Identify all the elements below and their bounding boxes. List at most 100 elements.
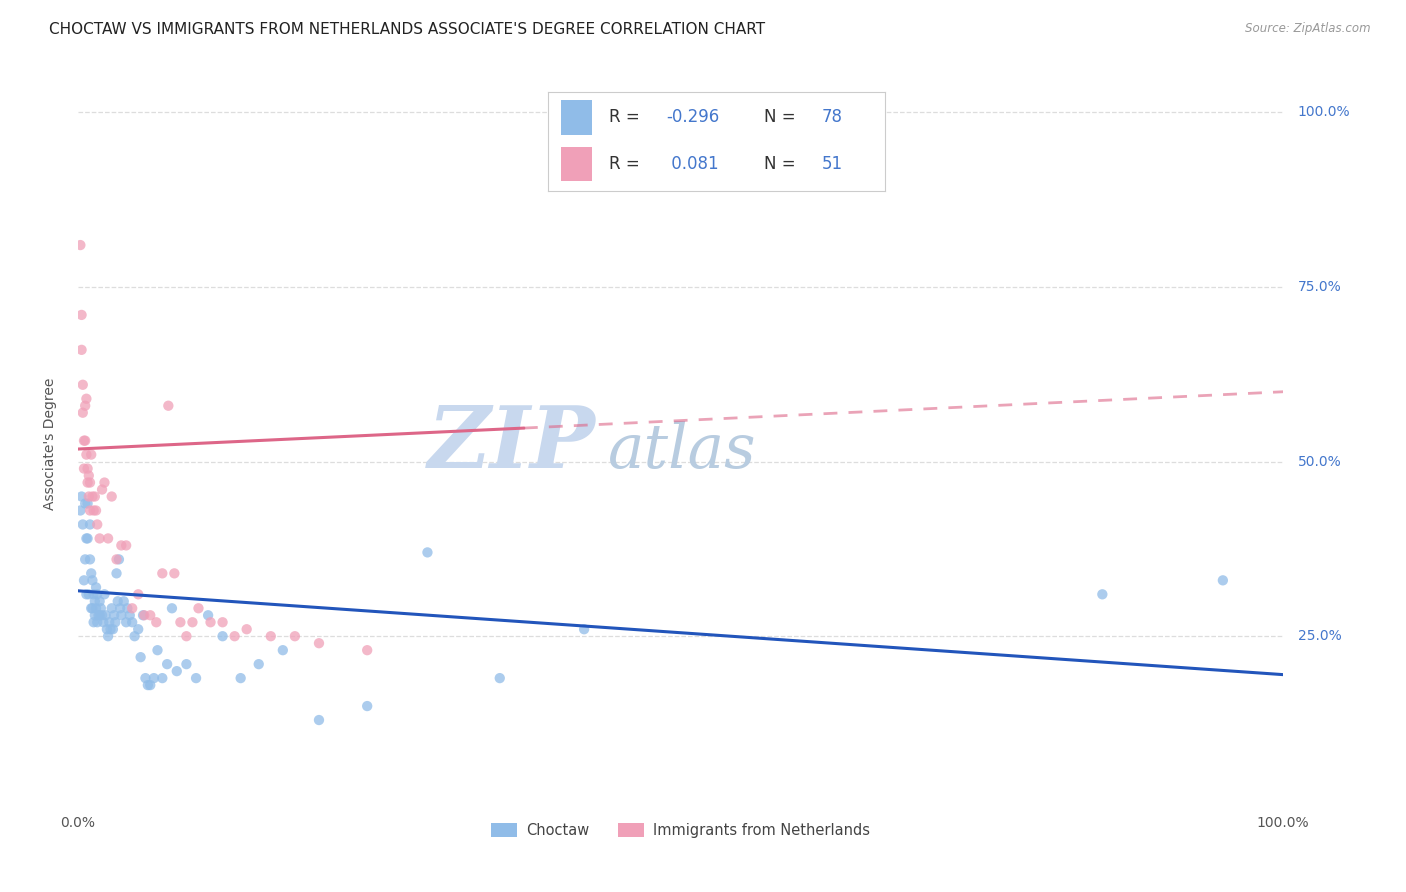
Text: 100.0%: 100.0% (1298, 105, 1350, 120)
Point (101, 622, 124, 636)
Point (75, 552, 97, 566)
Point (115, 538, 138, 552)
Point (134, 608, 156, 623)
Point (80, 566, 103, 581)
Point (110, 538, 132, 552)
Point (145, 615, 167, 630)
Point (97, 629, 120, 643)
Point (76, 496, 98, 510)
Point (247, 657, 270, 672)
Point (91, 483, 114, 497)
Point (308, 636, 330, 650)
Point (150, 566, 173, 581)
Point (127, 587, 149, 601)
Text: ZIP: ZIP (429, 402, 596, 486)
Point (82, 601, 104, 615)
Point (77, 587, 100, 601)
Point (73, 434, 96, 448)
Point (75, 392, 97, 406)
Point (83, 608, 105, 623)
Point (90, 601, 112, 615)
Point (121, 615, 143, 630)
Point (75, 587, 97, 601)
Point (83, 587, 105, 601)
Point (76, 461, 98, 475)
Point (93, 587, 115, 601)
Point (181, 615, 204, 630)
Point (83, 503, 105, 517)
Point (83, 615, 105, 630)
Point (134, 671, 156, 685)
Point (76, 532, 98, 546)
Point (76, 475, 98, 490)
Point (93, 475, 115, 490)
Point (176, 657, 198, 672)
Y-axis label: Associate's Degree: Associate's Degree (44, 378, 58, 510)
Point (115, 615, 138, 630)
Text: Source: ZipAtlas.com: Source: ZipAtlas.com (1246, 22, 1371, 36)
Point (176, 629, 198, 643)
Point (87, 608, 110, 623)
Point (84, 580, 107, 594)
Text: 50.0%: 50.0% (1298, 455, 1341, 468)
Point (94, 608, 117, 623)
Point (184, 671, 207, 685)
Point (89, 532, 111, 546)
Point (308, 713, 330, 727)
Point (97, 532, 120, 546)
Point (146, 643, 169, 657)
Text: 25.0%: 25.0% (1298, 629, 1341, 643)
Point (157, 399, 180, 413)
Point (127, 622, 149, 636)
Point (82, 574, 104, 588)
Point (89, 594, 111, 608)
Text: atlas: atlas (609, 422, 756, 482)
Point (73, 574, 96, 588)
Point (103, 608, 125, 623)
Point (79, 552, 101, 566)
Point (69, 503, 91, 517)
Point (72, 517, 94, 532)
Text: CHOCTAW VS IMMIGRANTS FROM NETHERLANDS ASSOCIATE'S DEGREE CORRELATION CHART: CHOCTAW VS IMMIGRANTS FROM NETHERLANDS A… (49, 22, 765, 37)
Point (112, 594, 135, 608)
Point (211, 615, 233, 630)
Point (72, 377, 94, 392)
Point (200, 615, 222, 630)
Point (235, 622, 257, 636)
Point (70, 490, 93, 504)
Point (169, 615, 191, 630)
Point (163, 566, 186, 581)
Point (160, 601, 183, 615)
Point (96, 622, 118, 636)
Point (100, 601, 122, 615)
Point (129, 650, 152, 665)
Point (80, 601, 103, 615)
Point (356, 699, 378, 714)
Point (72, 406, 94, 420)
Point (139, 678, 162, 692)
Point (118, 608, 141, 623)
Point (80, 448, 103, 462)
Point (211, 629, 233, 643)
Point (91, 608, 114, 623)
Point (75, 496, 97, 510)
Point (572, 622, 595, 636)
Point (187, 601, 209, 615)
Point (86, 615, 108, 630)
Point (75, 532, 97, 546)
Point (82, 490, 104, 504)
Point (124, 629, 146, 643)
Point (416, 545, 439, 559)
Point (224, 629, 246, 643)
Point (105, 566, 128, 581)
Point (1091, 587, 1114, 601)
Point (70, 308, 93, 322)
Point (166, 664, 188, 678)
Point (284, 629, 307, 643)
Point (84, 503, 107, 517)
Point (83, 594, 105, 608)
Point (86, 517, 108, 532)
Point (108, 601, 131, 615)
Point (89, 608, 111, 623)
Point (79, 503, 101, 517)
